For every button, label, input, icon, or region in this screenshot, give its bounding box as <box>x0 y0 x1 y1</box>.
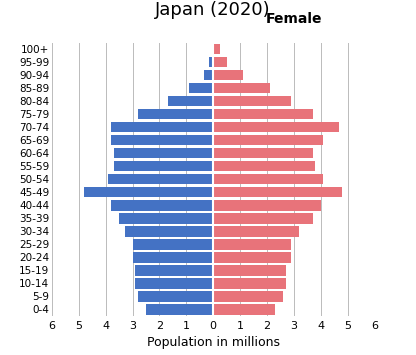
Bar <box>213 70 243 80</box>
Bar <box>133 239 213 250</box>
Bar <box>109 174 213 185</box>
Bar <box>209 57 213 67</box>
Bar <box>168 96 213 106</box>
Bar <box>84 187 213 197</box>
Bar <box>213 187 342 197</box>
Bar <box>213 122 339 132</box>
Text: Female: Female <box>265 12 322 26</box>
Bar <box>213 278 286 289</box>
Bar <box>213 109 312 119</box>
Bar <box>114 161 213 171</box>
Bar <box>111 200 213 211</box>
Bar <box>133 252 213 263</box>
Bar <box>138 109 213 119</box>
Bar <box>213 83 270 93</box>
Bar <box>135 265 213 275</box>
Bar <box>213 291 283 302</box>
Bar <box>213 96 291 106</box>
Bar <box>213 252 291 263</box>
Bar <box>213 44 220 54</box>
Bar <box>213 174 323 185</box>
Bar <box>135 278 213 289</box>
Bar <box>213 226 299 236</box>
Bar <box>114 148 213 158</box>
Bar <box>138 291 213 302</box>
Bar <box>146 304 213 315</box>
Bar <box>111 135 213 146</box>
Bar <box>111 122 213 132</box>
Bar <box>213 148 312 158</box>
Bar <box>213 213 312 224</box>
Bar <box>124 226 213 236</box>
Bar <box>189 83 213 93</box>
X-axis label: Population in millions: Population in millions <box>147 337 280 349</box>
Bar <box>213 135 323 146</box>
Bar <box>213 239 291 250</box>
Bar <box>213 200 321 211</box>
Bar <box>213 57 227 67</box>
Title: Japan (2020): Japan (2020) <box>156 1 271 19</box>
Bar <box>204 70 213 80</box>
Bar <box>213 265 286 275</box>
Bar <box>119 213 213 224</box>
Bar <box>213 161 315 171</box>
Bar <box>213 304 275 315</box>
